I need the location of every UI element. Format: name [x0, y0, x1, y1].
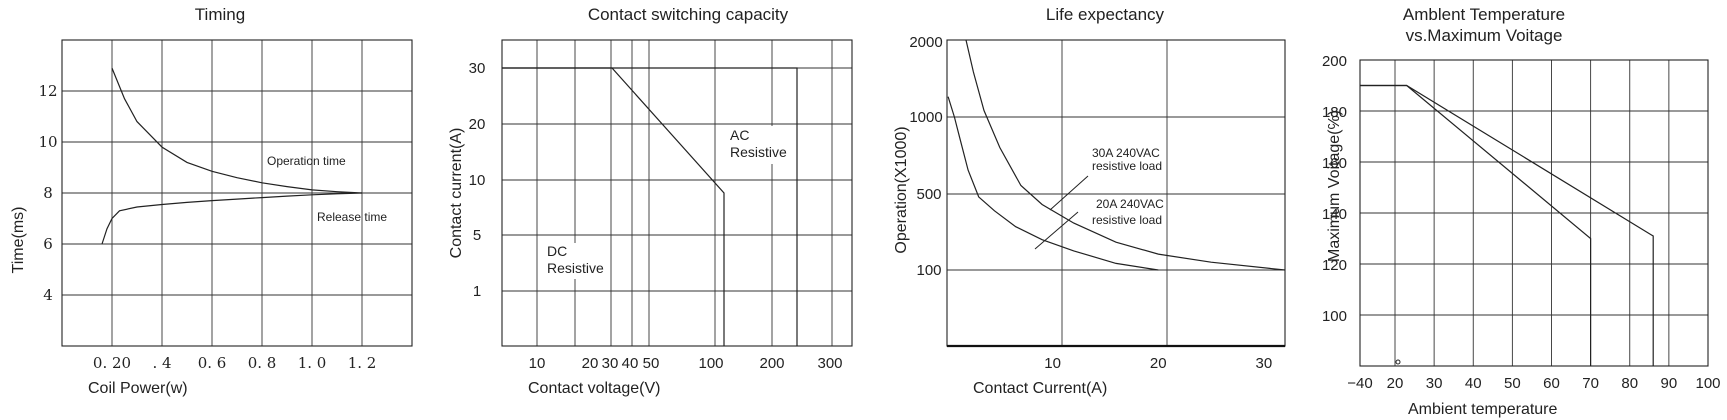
y-axis-label: Time(ms): [10, 207, 27, 274]
y-tick-label: 100: [1322, 308, 1347, 325]
plot-frame: [946, 39, 1286, 347]
annotation-release-time: Release time: [317, 210, 387, 224]
annotation-ac-line2: Resistive: [730, 144, 787, 160]
x-tick-label: 20: [1150, 355, 1167, 372]
chart-title: Contact switching capacity: [588, 5, 789, 24]
annotation-dc-line1: DC: [547, 243, 567, 259]
chart-title: Life expectancy: [1046, 5, 1165, 24]
life-curve-30a: [965, 39, 1286, 271]
annotation-20a-line2: resistive load: [1092, 213, 1162, 227]
plot-frame: [1359, 59, 1709, 367]
y-tick-label: 180: [1322, 104, 1347, 121]
chart-subtitle: vs.Maximum Voitage: [1406, 26, 1563, 45]
y-tick-label: 6: [43, 235, 53, 253]
annotation-20a-line1: 20A 240VAC: [1096, 197, 1164, 211]
y-tick-label: 12: [38, 82, 57, 100]
x-tick-label: 10: [1044, 355, 1061, 372]
x-tick-label: 200: [759, 355, 784, 372]
axis-marker: [1395, 359, 1401, 365]
x-tick-label: 30: [1426, 375, 1443, 392]
chart-title: Amblent Temperature: [1403, 5, 1565, 24]
x-axis-label: Contact voltage(V): [528, 380, 661, 397]
release-time-curve: [101, 192, 363, 245]
x-tick-label: 10: [529, 355, 546, 372]
label-background: [544, 243, 606, 279]
y-tick-label: 160: [1322, 155, 1347, 172]
annotation-30a-line2: resistive load: [1092, 159, 1162, 173]
leader-line-20a: [1034, 211, 1079, 250]
x-tick-label: . 4: [152, 354, 171, 372]
x-tick-label: 0. 20: [93, 354, 131, 372]
x-tick-label: 60: [1543, 375, 1560, 392]
x-tick-label: 100: [1695, 375, 1720, 392]
x-tick-label: 70: [1582, 375, 1599, 392]
x-tick-label: 50: [1504, 375, 1521, 392]
y-tick-label: 200: [1322, 53, 1347, 70]
x-axis-label: Coil Power(w): [88, 380, 188, 397]
y-tick-label: 5: [473, 227, 481, 244]
x-tick-label: 20: [582, 355, 599, 372]
x-tick-label: 0. 8: [248, 354, 277, 372]
y-tick-label: 140: [1322, 206, 1347, 223]
life-curve-20a: [947, 96, 1159, 271]
y-tick-label: 20: [469, 116, 486, 133]
label-background: [727, 126, 793, 164]
x-tick-label: 1. 0: [298, 354, 327, 372]
x-tick-label: 30: [602, 355, 619, 372]
y-tick-label: 8: [43, 184, 53, 202]
y-axis-label: Maximum Voitage(℅): [1326, 110, 1343, 262]
annotation-operation-time: Operation time: [267, 154, 346, 168]
annotation-30a-line1: 30A 240VAC: [1092, 146, 1160, 160]
life-expectancy-chart: Life expectancy 2000 1000 500 100 10 20 30…: [893, 5, 1286, 397]
contact-switching-chart: Contact switching capacity 30 20 10 5 1 …: [448, 5, 853, 397]
x-tick-label: 20: [1387, 375, 1404, 392]
x-tick-label: 40: [1465, 375, 1482, 392]
operation-time-curve: [111, 67, 363, 194]
x-tick-label: 100: [698, 355, 723, 372]
x-tick-label: 80: [1621, 375, 1638, 392]
voltage-line-70: [1360, 84, 1592, 366]
leader-line-30a: [1049, 175, 1089, 211]
annotation-ac-line1: AC: [730, 127, 749, 143]
y-tick-label: 10: [469, 172, 486, 189]
x-tick-label: 300: [817, 355, 842, 372]
y-tick-label: 2000: [909, 34, 942, 51]
y-tick-label: 30: [469, 60, 486, 77]
x-axis-label: Ambient temperature: [1408, 401, 1558, 418]
chart-title: Timing: [195, 5, 245, 24]
y-tick-label: 4: [43, 286, 53, 304]
x-axis-label: Contact Current(A): [973, 380, 1107, 397]
y-axis-label: Contact current(A): [448, 128, 465, 259]
y-tick-label: 100: [916, 262, 941, 279]
x-tick-label: −40: [1347, 375, 1372, 392]
y-tick-label: 1000: [909, 109, 942, 126]
x-tick-label: 90: [1661, 375, 1678, 392]
x-tick-label: 40: [622, 355, 639, 372]
plot-frame: [61, 39, 413, 347]
annotation-dc-line2: Resistive: [547, 260, 604, 276]
y-tick-label: 120: [1322, 257, 1347, 274]
y-tick-label: 1: [473, 283, 481, 300]
y-axis-label: Operation(X1000): [893, 126, 910, 253]
timing-chart: Timing 0. 20 . 4 0. 6 0. 8 1. 0 1. 2 4 6 8 10 12 O…: [10, 5, 413, 397]
y-tick-label: 10: [38, 133, 57, 151]
x-tick-label: 50: [643, 355, 660, 372]
x-tick-label: 30: [1256, 355, 1273, 372]
x-tick-label: 1. 2: [348, 354, 377, 372]
plot-frame: [501, 39, 853, 347]
y-tick-label: 500: [916, 186, 941, 203]
x-tick-label: 0. 6: [198, 354, 227, 372]
dc-resistive-line: [502, 67, 725, 346]
voltage-line-85: [1360, 84, 1654, 366]
ambient-temperature-chart: Amblent Temperature vs.Maximum Voitage −…: [1322, 5, 1721, 418]
